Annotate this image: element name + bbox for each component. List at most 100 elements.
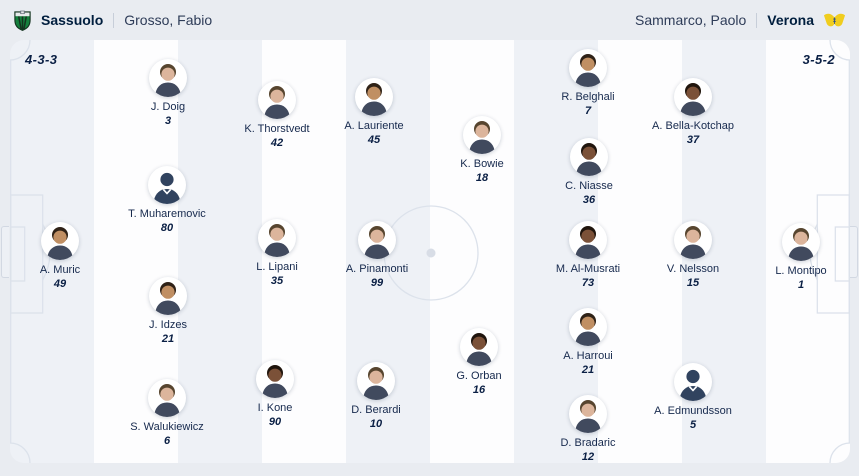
lineups-header: Sassuolo Grosso, Fabio Sammarco, Paolo V… <box>0 0 859 40</box>
player-a-bella-kotchap[interactable]: A. Bella-Kotchap 37 <box>627 78 759 148</box>
sassuolo-crest-icon[interactable] <box>13 10 32 31</box>
player-photo <box>463 116 501 154</box>
player-name: J. Doig <box>150 101 186 113</box>
player-g-orban[interactable]: G. Orban 16 <box>413 328 545 398</box>
player-name: T. Muharemovic <box>128 208 206 220</box>
player-name: G. Orban <box>456 370 502 382</box>
player-photo <box>148 379 186 417</box>
player-name: A. Bella-Kotchap <box>652 120 734 132</box>
player-number: 73 <box>581 277 595 289</box>
player-number: 36 <box>582 194 596 206</box>
player-name: A. Harroui <box>563 350 613 362</box>
player-s-walukiewicz[interactable]: S. Walukiewicz 6 <box>101 379 233 449</box>
player-a-pinamonti[interactable]: A. Pinamonti 99 <box>311 221 443 291</box>
player-photo <box>569 395 607 433</box>
player-photo <box>674 221 712 259</box>
player-j-idzes[interactable]: J. Idzes 21 <box>102 277 234 347</box>
player-name: M. Al-Musrati <box>555 263 621 275</box>
player-i-kone[interactable]: I. Kone 90 <box>209 360 341 430</box>
player-photo <box>256 360 294 398</box>
player-number: 45 <box>367 134 381 146</box>
away-team-header: Sammarco, Paolo Verona <box>635 12 846 29</box>
player-name: A. Muric <box>39 264 81 276</box>
player-a-edmundsson[interactable]: A. Edmundsson 5 <box>627 363 759 433</box>
player-photo <box>674 78 712 116</box>
player-number: 35 <box>270 275 284 287</box>
player-k-thorstvedt[interactable]: K. Thorstvedt 42 <box>211 81 343 151</box>
player-t-muharemovic[interactable]: T. Muharemovic 80 <box>101 166 233 236</box>
player-a-lauriente[interactable]: A. Lauriente 45 <box>308 78 440 148</box>
player-v-nelsson[interactable]: V. Nelsson 15 <box>627 221 759 291</box>
player-photo <box>782 223 820 261</box>
player-d-berardi[interactable]: D. Berardi 10 <box>310 362 442 432</box>
away-team-name[interactable]: Verona <box>767 12 814 28</box>
player-name: J. Idzes <box>149 319 187 331</box>
player-photo <box>569 49 607 87</box>
player-number: 18 <box>475 172 489 184</box>
verona-crest-icon[interactable] <box>823 12 846 29</box>
player-name: S. Walukiewicz <box>130 421 204 433</box>
player-number: 99 <box>370 277 384 289</box>
player-number: 37 <box>686 134 700 146</box>
player-photo <box>149 59 187 97</box>
away-manager-name[interactable]: Sammarco, Paolo <box>635 12 747 28</box>
player-photo <box>355 78 393 116</box>
pitch: 4-3-3 3-5-2 A. Muric 49 J. Doig 3 T. Muhar… <box>10 40 850 463</box>
player-name: V. Nelsson <box>666 263 720 275</box>
player-photo <box>674 363 712 401</box>
home-manager-name[interactable]: Grosso, Fabio <box>124 12 213 28</box>
player-photo <box>148 166 186 204</box>
away-formation-label: 3-5-2 <box>802 52 835 67</box>
player-d-bradaric[interactable]: D. Bradaric 12 <box>522 395 654 463</box>
player-name: D. Bradaric <box>560 437 616 449</box>
player-number: 21 <box>581 364 595 376</box>
player-number: 21 <box>161 333 175 345</box>
player-number: 12 <box>581 451 595 463</box>
player-name: R. Belghali <box>561 91 615 103</box>
player-name: A. Lauriente <box>344 120 404 132</box>
goal-left <box>1 226 9 278</box>
home-team-name[interactable]: Sassuolo <box>41 12 104 28</box>
home-formation-label: 4-3-3 <box>25 52 58 67</box>
player-name: L. Montipo <box>775 265 827 277</box>
player-number: 7 <box>584 105 592 117</box>
player-name: K. Bowie <box>460 158 504 170</box>
player-name: D. Berardi <box>351 404 401 416</box>
player-k-bowie[interactable]: K. Bowie 18 <box>416 116 548 186</box>
player-m-al-musrati[interactable]: M. Al-Musrati 73 <box>522 221 654 291</box>
player-number: 1 <box>797 279 805 291</box>
header-divider <box>756 12 758 28</box>
player-number: 10 <box>369 418 383 430</box>
player-number: 15 <box>686 277 700 289</box>
home-team-header: Sassuolo Grosso, Fabio <box>13 10 212 31</box>
player-j-doig[interactable]: J. Doig 3 <box>102 59 234 129</box>
player-photo <box>258 219 296 257</box>
player-number: 16 <box>472 384 486 396</box>
player-name: A. Pinamonti <box>345 263 409 275</box>
player-name: K. Thorstvedt <box>244 123 310 135</box>
player-photo <box>569 221 607 259</box>
player-number: 5 <box>689 419 697 431</box>
player-r-belghali[interactable]: R. Belghali 7 <box>522 49 654 119</box>
player-photo <box>41 222 79 260</box>
goal-right <box>850 226 858 278</box>
player-name: L. Lipani <box>256 261 298 273</box>
player-name: I. Kone <box>257 402 293 414</box>
player-number: 42 <box>270 137 284 149</box>
player-number: 80 <box>160 222 174 234</box>
player-a-muric[interactable]: A. Muric 49 <box>10 222 126 292</box>
player-number: 90 <box>268 416 282 428</box>
player-l-lipani[interactable]: L. Lipani 35 <box>211 219 343 289</box>
player-number: 6 <box>163 435 171 447</box>
player-name: A. Edmundsson <box>654 405 732 417</box>
player-photo <box>357 362 395 400</box>
header-divider <box>113 12 115 28</box>
player-l-montipo[interactable]: L. Montipo 1 <box>735 223 850 293</box>
player-photo <box>569 308 607 346</box>
player-a-harroui[interactable]: A. Harroui 21 <box>522 308 654 378</box>
player-name: C. Niasse <box>565 180 613 192</box>
player-photo <box>358 221 396 259</box>
player-c-niasse[interactable]: C. Niasse 36 <box>523 138 655 208</box>
player-photo <box>149 277 187 315</box>
player-number: 3 <box>164 115 172 127</box>
